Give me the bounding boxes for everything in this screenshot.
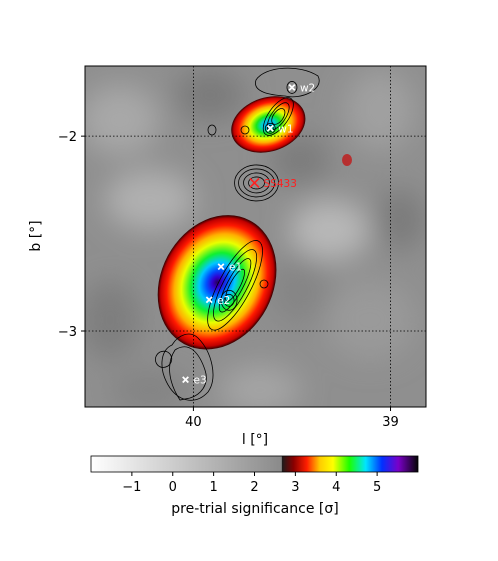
- colorbar-label: pre-trial significance [σ]: [171, 501, 338, 517]
- significance-blob-east: [157, 215, 277, 350]
- source-label-e3: e3: [194, 375, 207, 387]
- significance-spot: [342, 154, 352, 166]
- source-marker-w1: [266, 124, 274, 132]
- contour-ss433-2: [243, 172, 270, 194]
- source-marker-e3: [182, 376, 189, 384]
- y-axis-ticks: −2 −3: [58, 130, 85, 340]
- contour-w1-0: [264, 122, 276, 134]
- plot-frame: [84, 65, 427, 408]
- contour-ss433-3: [248, 176, 265, 190]
- source-e1: e1: [217, 262, 242, 274]
- source-label-SS433: SS433: [264, 178, 297, 190]
- colorbar-tick-label-3: 2: [250, 480, 258, 495]
- x-tick-label-0: 40: [185, 415, 202, 430]
- contour-w2: [286, 81, 298, 94]
- colorbar-tick-label-2: 1: [209, 480, 217, 495]
- source-label-e2: e2: [217, 295, 230, 307]
- significance-blobs: [157, 96, 352, 350]
- y-axis-label: b [°]: [28, 220, 44, 251]
- source-SS433: SS433: [249, 177, 297, 190]
- source-marker-e2: [205, 296, 213, 304]
- source-label-w1: w1: [278, 123, 293, 135]
- contour-e3-lower: [155, 350, 173, 368]
- grid-lines: [85, 66, 426, 407]
- contour-w2-tail: [255, 67, 320, 98]
- source-w2: w2: [288, 82, 315, 94]
- colorbar-tick-label-1: 0: [169, 480, 177, 495]
- contour-e2-0: [220, 289, 238, 311]
- colorbar-tick-label-4: 3: [291, 480, 299, 495]
- colorbar-tick-label-0: −1: [122, 480, 141, 495]
- source-w1: w1: [266, 123, 294, 135]
- x-tick-label-1: 39: [382, 415, 399, 430]
- heatmap-background-noise: [85, 70, 425, 407]
- colorbar-ticks: −1 0 1 2 3 4 5: [122, 472, 381, 495]
- source-marker-e1: [217, 263, 225, 271]
- colorbar-tick-label-5: 4: [332, 480, 340, 495]
- x-axis-ticks: 40 39: [185, 407, 399, 430]
- contour-e3-tail-outer: [161, 333, 214, 401]
- source-marker-SS433: [249, 177, 260, 188]
- contour-w1-1: [266, 124, 274, 132]
- contour-east-1: [213, 249, 258, 322]
- colorbar: −1 0 1 2 3 4 5 pre-trial significance [σ]: [90, 455, 419, 517]
- contour-east-3: [225, 268, 245, 302]
- colorbar-gradient: [90, 455, 419, 473]
- contour-ss433-0: [234, 164, 279, 202]
- y-tick-label-0: −2: [58, 130, 77, 145]
- plot-area: w2 w1 SS433 e1 e2 e3: [85, 66, 426, 407]
- contour-west-0: [262, 97, 294, 136]
- colorbar-tick-label-6: 5: [373, 480, 381, 495]
- contour-east-0: [207, 240, 263, 331]
- contour-lines: [155, 67, 320, 401]
- source-label-w2: w2: [300, 82, 315, 94]
- contour-east-2: [218, 258, 252, 313]
- contour-east-small: [259, 279, 269, 289]
- contour-w-small-a: [207, 124, 217, 136]
- contour-e3-tail: [169, 346, 207, 401]
- source-marker-w2: [288, 83, 296, 91]
- source-markers: w2 w1 SS433 e1 e2 e3: [182, 82, 315, 387]
- source-e3: e3: [182, 375, 207, 387]
- significance-blob-west: [231, 96, 306, 153]
- contour-e2-1: [223, 293, 235, 307]
- source-label-e1: e1: [229, 262, 242, 274]
- contour-ss433-1: [238, 168, 275, 198]
- contour-w-small-b: [240, 125, 250, 135]
- y-tick-label-1: −3: [58, 325, 77, 340]
- source-e2: e2: [205, 295, 230, 307]
- x-axis-label: l [°]: [242, 432, 268, 448]
